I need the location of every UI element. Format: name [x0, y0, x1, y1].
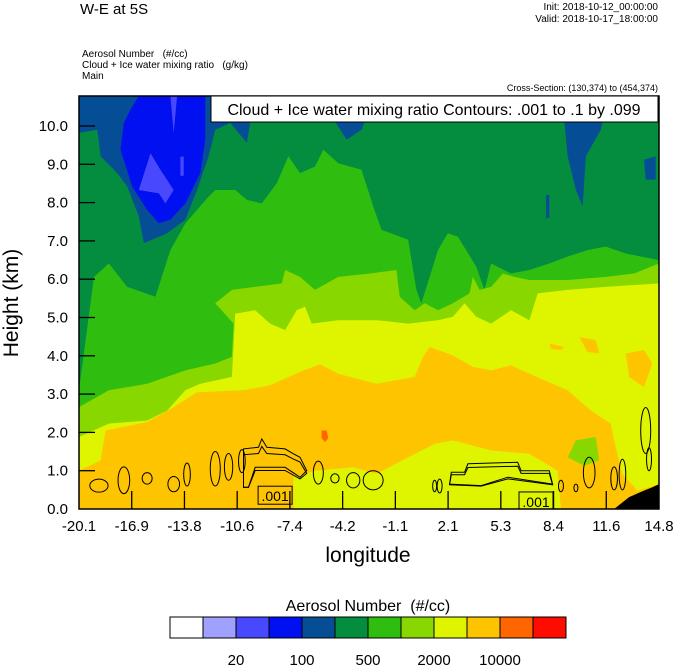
- field-name-cloud: Cloud + Ice water mixing ratio (g/kg): [82, 60, 248, 71]
- y-tick-label: 0.0: [47, 501, 68, 518]
- cloud-contour: [573, 483, 579, 493]
- colorbar-label: 10000: [479, 652, 521, 667]
- colorbar-title: Aerosol Number (#/cc): [286, 598, 451, 615]
- cloud-contour: [362, 470, 384, 491]
- y-tick-label: 2.0: [47, 424, 68, 441]
- x-axis-label: longitude: [325, 544, 410, 567]
- cross-section-info: Cross-Section: (130,374) to (454,374): [507, 83, 658, 93]
- light-blue-region: [180, 156, 184, 176]
- y-tick-label: 1.0: [47, 463, 68, 480]
- y-axis-label: Height (km): [0, 249, 23, 358]
- x-tick-label: 2.1: [438, 518, 459, 535]
- cloud-contour: [209, 451, 221, 487]
- cloud-contour: [223, 452, 234, 481]
- y-tick-label: 10.0: [39, 118, 68, 135]
- red-orange-patch: [321, 430, 329, 442]
- colorbar-swatch: [169, 616, 204, 639]
- contour-label-box: [257, 485, 293, 505]
- yellow-low-region: [293, 440, 561, 509]
- cloud-contour: [243, 437, 308, 488]
- colorbar-swatch: [334, 616, 369, 639]
- colorbar-swatch: [499, 616, 534, 639]
- x-tick-label: -13.8: [167, 518, 201, 535]
- colorbar-swatch: [466, 616, 501, 639]
- y-tick-label: 8.0: [47, 195, 68, 212]
- cloud-contour: [449, 465, 554, 487]
- dark-blue-region: [564, 121, 603, 207]
- x-tick-label: 11.6: [592, 518, 620, 535]
- orange-patch: [579, 337, 600, 354]
- x-tick-label: 14.8: [644, 518, 673, 535]
- cloud-contour: [243, 445, 308, 488]
- y-tick-label: 4.0: [47, 348, 68, 365]
- cloud-contour: [330, 473, 340, 484]
- cloud-contour: [89, 478, 109, 493]
- x-tick-label: -16.9: [115, 518, 149, 535]
- contour-info-text: Cloud + Ice water mixing ratio Contours:…: [227, 102, 640, 119]
- colorbar-swatch: [400, 616, 435, 639]
- cloud-contour: [167, 475, 181, 493]
- cloud-contour: [117, 466, 131, 495]
- field-name-main: Main: [82, 71, 104, 82]
- colorbar-swatch: [367, 616, 402, 639]
- cloud-contour: [640, 407, 652, 454]
- cloud-contour: [582, 456, 596, 489]
- colorbar-swatch: [202, 616, 237, 639]
- cloud-contour: [449, 461, 554, 487]
- valid-time: Valid: 2018-10-17_18:00:00: [535, 14, 658, 25]
- y-tick-label: 7.0: [47, 233, 68, 250]
- field-name-aerosol: Aerosol Number (#/cc): [82, 49, 188, 60]
- dark-blue-region: [644, 156, 656, 180]
- cloud-contour: [646, 447, 653, 472]
- light-blue-region: [170, 96, 178, 133]
- cloud-contour: [312, 460, 324, 485]
- cloud-contour: [610, 466, 618, 491]
- colorbar-swatch: [235, 616, 270, 639]
- x-tick-label: -10.6: [220, 518, 254, 535]
- orange-patch: [549, 343, 565, 351]
- colorbar-label: 2000: [417, 652, 450, 667]
- y-tick-label: 6.0: [47, 271, 68, 288]
- colorbar-label: 100: [289, 652, 314, 667]
- cloud-contour: [183, 462, 191, 487]
- colorbar-swatch: [301, 616, 336, 639]
- contour-line-label: .001: [261, 488, 288, 504]
- terrain: [614, 484, 659, 509]
- cloud-contour: [436, 478, 443, 494]
- colorbar-label: 20: [228, 652, 245, 667]
- x-tick-label: 5.3: [490, 518, 511, 535]
- colorbar-swatch: [268, 616, 303, 639]
- cloud-contour: [141, 472, 153, 485]
- y-tick-label: 5.0: [47, 310, 68, 327]
- x-tick-label: -4.2: [330, 518, 356, 535]
- contour-info-box: [210, 95, 659, 123]
- y-tick-label: 9.0: [47, 156, 68, 173]
- x-tick-label: -7.4: [277, 518, 303, 535]
- colorbar-swatch: [433, 616, 468, 639]
- colorbar-swatch: [532, 616, 567, 639]
- light-blue-region: [138, 153, 174, 204]
- figure-title: W-E at 5S: [80, 1, 148, 18]
- x-tick-label: -20.1: [62, 518, 96, 535]
- cloud-contour: [557, 479, 564, 493]
- dark-blue-region: [334, 121, 365, 140]
- cloud-contour: [238, 449, 246, 474]
- x-tick-label: 8.4: [543, 518, 564, 535]
- contour-line-label: .001: [522, 494, 549, 510]
- init-time: Init: 2018-10-12_00:00:00: [543, 2, 658, 13]
- orange-patch: [625, 350, 653, 388]
- colorbar-label: 500: [355, 652, 380, 667]
- blue-region: [120, 96, 206, 224]
- x-tick-label: -1.1: [382, 518, 408, 535]
- cloud-contour: [346, 472, 361, 489]
- dark-blue-region: [546, 194, 550, 218]
- cloud-contour: [618, 458, 627, 491]
- plot-area: .001 .001: [79, 96, 659, 510]
- y-tick-label: 3.0: [47, 386, 68, 403]
